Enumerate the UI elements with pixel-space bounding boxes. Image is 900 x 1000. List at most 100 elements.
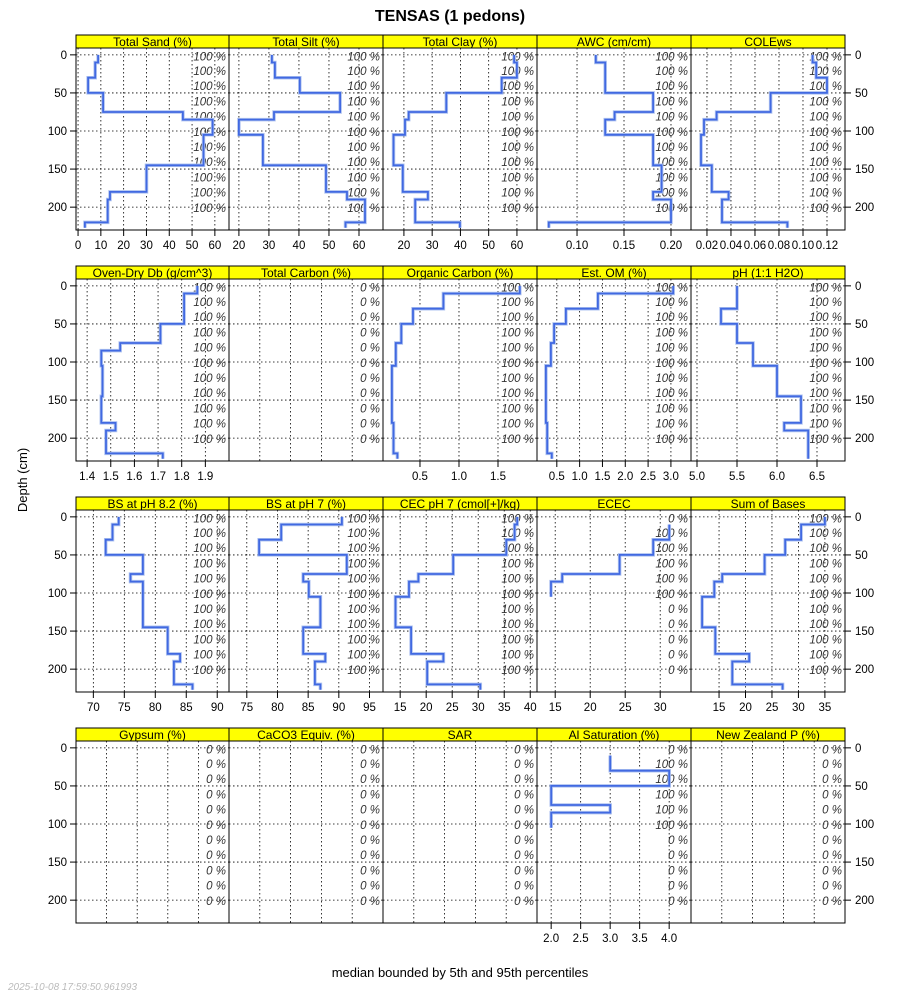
percent-label: 0 % bbox=[360, 297, 380, 309]
panel-frame bbox=[690, 47, 846, 231]
panel-total-sand: Total Sand (%)100 %100 %100 %100 %100 %1… bbox=[48, 34, 230, 252]
x-tick-label: 1.4 bbox=[79, 471, 96, 483]
percent-label: 100 % bbox=[809, 282, 842, 294]
x-tick-label: 0.5 bbox=[549, 471, 565, 483]
median-line bbox=[550, 755, 671, 828]
percent-label: 0 % bbox=[360, 744, 380, 756]
percent-label: 100 % bbox=[347, 528, 380, 540]
y-tick-label: 100 bbox=[855, 819, 874, 831]
percent-label: 0 % bbox=[360, 835, 380, 847]
panel-title: Gypsum (%) bbox=[119, 728, 186, 742]
percent-label: 100 % bbox=[655, 66, 688, 78]
x-tick-label: 20 bbox=[233, 240, 246, 252]
percent-label: 100 % bbox=[809, 634, 842, 646]
percent-label: 0 % bbox=[360, 805, 380, 817]
y-tick-label: 100 bbox=[48, 588, 67, 600]
percent-label: 100 % bbox=[809, 434, 842, 446]
x-tick-label: 30 bbox=[472, 702, 485, 714]
percent-label: 100 % bbox=[809, 543, 842, 555]
panel-title: BS at pH 7 (%) bbox=[266, 497, 346, 511]
median-line bbox=[394, 516, 519, 690]
percent-label: 100 % bbox=[193, 203, 226, 215]
y-tick-label: 200 bbox=[855, 895, 874, 907]
percent-label: 100 % bbox=[193, 51, 226, 63]
panel-bs-at-ph-8-2: BS at pH 8.2 (%) 100 % 100 % 100 % 100 % 100 … bbox=[48, 496, 230, 714]
x-tick-label: 0.10 bbox=[792, 240, 814, 252]
percent-label: 100 % bbox=[655, 403, 688, 415]
percent-label: 100 % bbox=[347, 142, 380, 154]
x-tick-label: 0.12 bbox=[816, 240, 838, 252]
panel-colews: COLEws 100 % 100 % 100 % 100 % 100 % 100 % 100 … bbox=[690, 34, 874, 252]
x-tick-label: 80 bbox=[271, 702, 284, 714]
percent-label: 100 % bbox=[347, 619, 380, 631]
percent-label: 100 % bbox=[193, 66, 226, 78]
percent-label: 0 % bbox=[360, 373, 380, 385]
percent-label: 0 % bbox=[514, 789, 534, 801]
y-tick-label: 150 bbox=[48, 164, 67, 176]
percent-label: 100 % bbox=[655, 51, 688, 63]
x-tick-label: 30 bbox=[654, 702, 667, 714]
percent-label: 100 % bbox=[501, 157, 534, 169]
y-tick-label: 150 bbox=[855, 626, 874, 638]
percent-label: 100 % bbox=[655, 172, 688, 184]
percent-label: 100 % bbox=[501, 388, 534, 400]
x-tick-label: 1.5 bbox=[490, 471, 506, 483]
x-tick-label: 60 bbox=[511, 240, 524, 252]
y-tick-label: 150 bbox=[855, 857, 874, 869]
percent-label: 100 % bbox=[347, 157, 380, 169]
percent-label: 100 % bbox=[809, 112, 842, 124]
percent-label: 0 % bbox=[668, 896, 688, 908]
y-tick-label: 200 bbox=[48, 433, 67, 445]
x-tick-label: 80 bbox=[149, 702, 162, 714]
percent-label: 100 % bbox=[501, 558, 534, 570]
x-tick-label: 40 bbox=[293, 240, 306, 252]
x-tick-label: 5.0 bbox=[689, 471, 705, 483]
x-tick-label: 15 bbox=[713, 702, 726, 714]
panel-title: AWC (cm/cm) bbox=[577, 35, 651, 49]
x-tick-label: 50 bbox=[186, 240, 199, 252]
percent-label: 100 % bbox=[809, 619, 842, 631]
percent-label: 100 % bbox=[347, 589, 380, 601]
panel-cec-ph-7-cmol-kg: CEC pH 7 (cmol[+]/kg) 100 % 100 % 100 % 100 … bbox=[382, 496, 538, 714]
percent-label: 100 % bbox=[809, 343, 842, 355]
panel-title: CaCO3 Equiv. (%) bbox=[257, 728, 355, 742]
percent-label: 0 % bbox=[668, 604, 688, 616]
y-tick-label: 50 bbox=[855, 319, 868, 331]
panel-new-zealand-p: New Zealand P (%)0 %0 %0 %0 %0 %0 %0 %0 … bbox=[690, 727, 874, 924]
x-tick-label: 50 bbox=[323, 240, 336, 252]
median-line bbox=[104, 516, 194, 690]
percent-label: 0 % bbox=[360, 789, 380, 801]
y-tick-label: 100 bbox=[855, 588, 874, 600]
percent-label: 100 % bbox=[501, 634, 534, 646]
x-tick-label: 30 bbox=[263, 240, 276, 252]
percent-label: 100 % bbox=[655, 127, 688, 139]
percent-label: 100 % bbox=[809, 604, 842, 616]
percent-label: 100 % bbox=[501, 327, 534, 339]
x-tick-label: 0 bbox=[75, 240, 81, 252]
y-tick-label: 100 bbox=[48, 357, 67, 369]
y-tick-label: 100 bbox=[48, 126, 67, 138]
percent-label: 0 % bbox=[822, 744, 842, 756]
percent-label: 100 % bbox=[655, 96, 688, 108]
percent-label: 100 % bbox=[655, 589, 688, 601]
x-tick-label: 1.8 bbox=[174, 471, 190, 483]
percent-label: 100 % bbox=[655, 188, 688, 200]
panel-title: Total Carbon (%) bbox=[261, 266, 351, 280]
percent-label: 0 % bbox=[360, 358, 380, 370]
x-tick-label: 25 bbox=[619, 702, 632, 714]
panel-gypsum: Gypsum (%) 0 % 0 % 0 % 0 % 0 % 0 % 0 % 0 % 0 % 0 %… bbox=[48, 727, 230, 924]
percent-label: 100 % bbox=[501, 112, 534, 124]
percent-label: 100 % bbox=[193, 127, 226, 139]
percent-label: 0 % bbox=[822, 759, 842, 771]
percent-label: 100 % bbox=[501, 619, 534, 631]
percent-label: 100 % bbox=[193, 634, 226, 646]
percent-label: 100 % bbox=[655, 759, 688, 771]
x-tick-label: 1.9 bbox=[197, 471, 213, 483]
percent-label: 100 % bbox=[501, 142, 534, 154]
median-line bbox=[547, 54, 672, 228]
percent-label: 0 % bbox=[360, 388, 380, 400]
x-tick-label: 75 bbox=[240, 702, 253, 714]
percent-label: 100 % bbox=[809, 388, 842, 400]
percent-label: 100 % bbox=[501, 665, 534, 677]
